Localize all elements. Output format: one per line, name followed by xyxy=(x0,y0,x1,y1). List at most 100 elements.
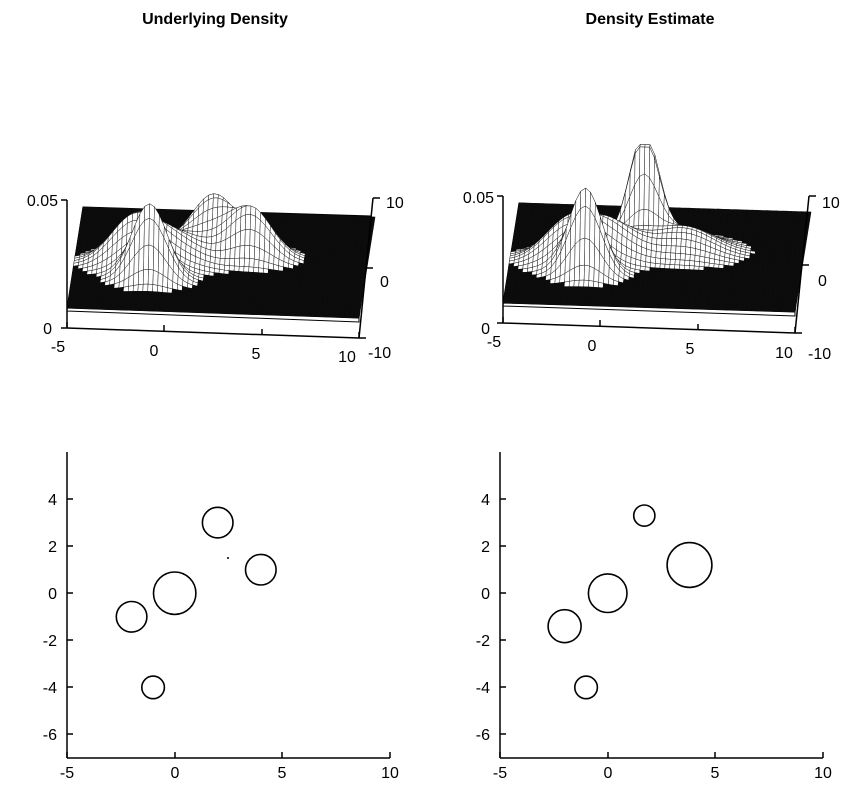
surface-mesh-cell xyxy=(315,311,322,315)
surface-mesh-cell xyxy=(335,245,342,250)
surface-mesh-cell xyxy=(543,288,550,293)
surface-mesh-cell xyxy=(341,240,348,245)
surface-mesh-cell xyxy=(131,212,138,222)
surface-mesh-cell xyxy=(698,261,705,268)
surface-mesh-cell xyxy=(353,314,360,319)
surface-mesh-cell xyxy=(770,212,777,217)
surface-mesh-cell xyxy=(552,291,559,295)
surface-mesh-cell xyxy=(201,230,208,238)
surface-mesh-cell xyxy=(513,290,520,294)
surface-mesh-cell xyxy=(664,258,671,265)
surface-mesh-cell xyxy=(331,301,338,305)
surface-mesh-cell xyxy=(545,213,552,217)
surface-mesh-cell xyxy=(325,306,332,310)
surface-mesh-cell xyxy=(748,290,755,294)
surface-mesh-cell xyxy=(578,264,585,281)
surface-mesh-cell xyxy=(115,215,122,219)
x-axis-line xyxy=(502,322,796,334)
surface-mesh-cell xyxy=(780,276,787,280)
surface-mesh-cell xyxy=(541,301,548,305)
surface-mesh-cell xyxy=(517,300,524,304)
surface-mesh-cell xyxy=(781,266,788,270)
surface-mesh-cell xyxy=(748,232,755,236)
surface-mesh-cell xyxy=(566,204,573,208)
surface-mesh-cell xyxy=(75,279,82,284)
surface-mesh-cell xyxy=(544,221,551,225)
surface-mesh-cell xyxy=(711,216,718,220)
surface-mesh-cell xyxy=(670,287,677,292)
surface-mesh-cell xyxy=(739,224,746,228)
surface-mesh-cell xyxy=(651,243,657,252)
surface-mesh-cell xyxy=(751,209,758,214)
surface-mesh-cell xyxy=(336,271,343,275)
x-tick-label: 5 xyxy=(252,346,261,363)
surface-mesh-cell xyxy=(125,307,132,311)
surface-mesh-cell xyxy=(796,233,803,238)
surface-mesh-cell xyxy=(132,290,139,296)
surface-mesh-cell xyxy=(788,288,795,293)
surface-mesh-cell xyxy=(527,207,534,212)
surface-mesh-cell xyxy=(236,282,243,287)
surface-mesh-cell xyxy=(796,238,803,243)
surface-mesh-cell xyxy=(521,271,528,276)
surface-mesh-cell xyxy=(100,214,107,219)
surface-mesh-cell xyxy=(322,235,329,239)
surface-mesh-cell xyxy=(739,287,746,291)
surface-mesh-cell xyxy=(647,225,654,231)
surface-mesh-cell xyxy=(295,312,302,317)
surface-mesh-cell xyxy=(687,305,694,310)
surface-mesh-cell xyxy=(91,300,98,305)
surface-mesh-cell xyxy=(679,264,685,270)
surface-mesh-cell xyxy=(104,217,111,221)
surface-mesh-cell xyxy=(80,277,87,281)
surface-mesh-cell xyxy=(523,227,530,232)
surface-mesh-cell xyxy=(776,238,783,242)
surface-mesh-cell xyxy=(790,273,797,278)
circle-marker-4 xyxy=(201,506,234,539)
surface-mesh-cell xyxy=(685,239,692,248)
surface-mesh-cell xyxy=(290,221,297,225)
surface-mesh-cell xyxy=(601,293,608,297)
surface-mesh-cell xyxy=(140,305,147,309)
surface-mesh-cell xyxy=(730,282,737,286)
surface-mesh-cell xyxy=(760,215,767,219)
surface-mesh-cell xyxy=(118,286,125,292)
surface-mesh-cell xyxy=(649,262,656,269)
surface-mesh-cell xyxy=(741,307,748,311)
surface-mesh-cell xyxy=(782,263,789,267)
surface-mesh-cell xyxy=(115,306,122,311)
surface-mesh-cell xyxy=(347,233,354,237)
surface-mesh-cell xyxy=(566,206,573,210)
surface-mesh-cell xyxy=(736,307,743,311)
surface-mesh-cell xyxy=(296,213,303,218)
surface-mesh-cell xyxy=(504,290,511,294)
surface-mesh-cell xyxy=(556,206,563,210)
surface-mesh-cell xyxy=(281,307,288,311)
surface-mesh-cell xyxy=(545,216,552,220)
surface-mesh-cell xyxy=(741,277,748,281)
surface-mesh-cell xyxy=(272,273,279,278)
surface-mesh-cell xyxy=(129,307,136,311)
surface-mesh-cell xyxy=(147,283,154,292)
surface-mesh-cell xyxy=(277,302,284,306)
circle-marker-4 xyxy=(632,504,656,527)
surface-mesh-cell xyxy=(198,309,205,314)
surface-mesh-cell xyxy=(722,208,729,213)
surface-mesh-cell xyxy=(146,297,153,302)
x-tick-label: -5 xyxy=(487,334,501,351)
surface-mesh-cell xyxy=(778,228,785,232)
surface-mesh-cell xyxy=(112,291,119,295)
surface-mesh-cell xyxy=(353,226,360,230)
surface-mesh-cell xyxy=(152,269,159,286)
surface-mesh-cell xyxy=(526,300,533,305)
surface-mesh-cell xyxy=(709,288,716,293)
surface-mesh-cell xyxy=(96,240,103,244)
surface-mesh-cell xyxy=(324,313,331,318)
surface-mesh-cell xyxy=(262,268,269,274)
surface-mesh-cell xyxy=(84,285,91,289)
surface-mesh-cell xyxy=(303,231,310,236)
surface-mesh-cell xyxy=(539,283,546,287)
surface-mesh-cell xyxy=(678,300,685,304)
surface-mesh-cell xyxy=(300,277,307,281)
surface-mesh-cell xyxy=(639,144,646,148)
